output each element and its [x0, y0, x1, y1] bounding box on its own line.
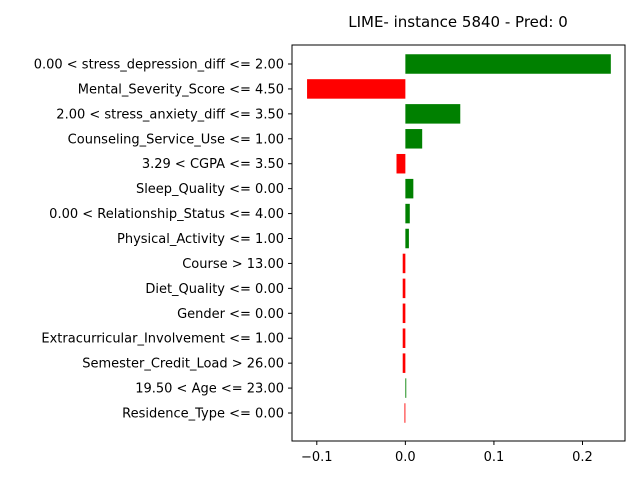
category-label: Sleep_Quality <= 0.00 [136, 182, 284, 197]
bar [402, 353, 406, 373]
bar [402, 278, 406, 299]
x-tick-label: 0.0 [395, 450, 416, 465]
chart-title: LIME- instance 5840 - Pred: 0 [348, 13, 568, 31]
bar [404, 403, 406, 423]
bar [405, 104, 461, 124]
category-label: Mental_Severity_Score <= 4.50 [78, 82, 284, 97]
category-label: Residence_Type <= 0.00 [122, 407, 284, 422]
bar [396, 153, 406, 174]
category-label: 2.00 < stress_anxiety_diff <= 3.50 [56, 107, 284, 122]
x-tick-label: 0.1 [484, 450, 505, 465]
bar [405, 54, 611, 74]
category-label: Diet_Quality <= 0.00 [145, 282, 284, 297]
category-label: 19.50 < Age <= 23.00 [135, 382, 284, 397]
plot-frame [291, 44, 626, 442]
bar [405, 378, 407, 398]
bars-group [307, 54, 611, 423]
category-labels: 0.00 < stress_depression_diff <= 2.00 Men… [34, 58, 292, 422]
x-axis: −0.1 0.0 0.1 0.2 [301, 441, 593, 465]
bar [405, 203, 410, 224]
category-label: Extracurricular_Involvement <= 1.00 [41, 332, 284, 347]
bar [402, 253, 406, 274]
bar [405, 129, 423, 149]
bar [402, 328, 406, 348]
category-label: 0.00 < Relationship_Status <= 4.00 [49, 207, 284, 222]
category-label: Semester_Credit_Load > 26.00 [82, 357, 284, 372]
x-tick-label: 0.2 [572, 450, 593, 465]
bar [402, 303, 406, 324]
bar [405, 228, 409, 249]
x-tick-label: −0.1 [301, 450, 333, 465]
category-label: Gender <= 0.00 [177, 307, 284, 322]
category-label: Course > 13.00 [182, 257, 284, 272]
bar [307, 79, 406, 99]
category-label: Physical_Activity <= 1.00 [117, 232, 284, 247]
category-label: 0.00 < stress_depression_diff <= 2.00 [34, 58, 284, 73]
category-label: Counseling_Service_Use <= 1.00 [68, 132, 284, 147]
category-label: 3.29 < CGPA <= 3.50 [142, 157, 284, 172]
bar [405, 178, 414, 199]
